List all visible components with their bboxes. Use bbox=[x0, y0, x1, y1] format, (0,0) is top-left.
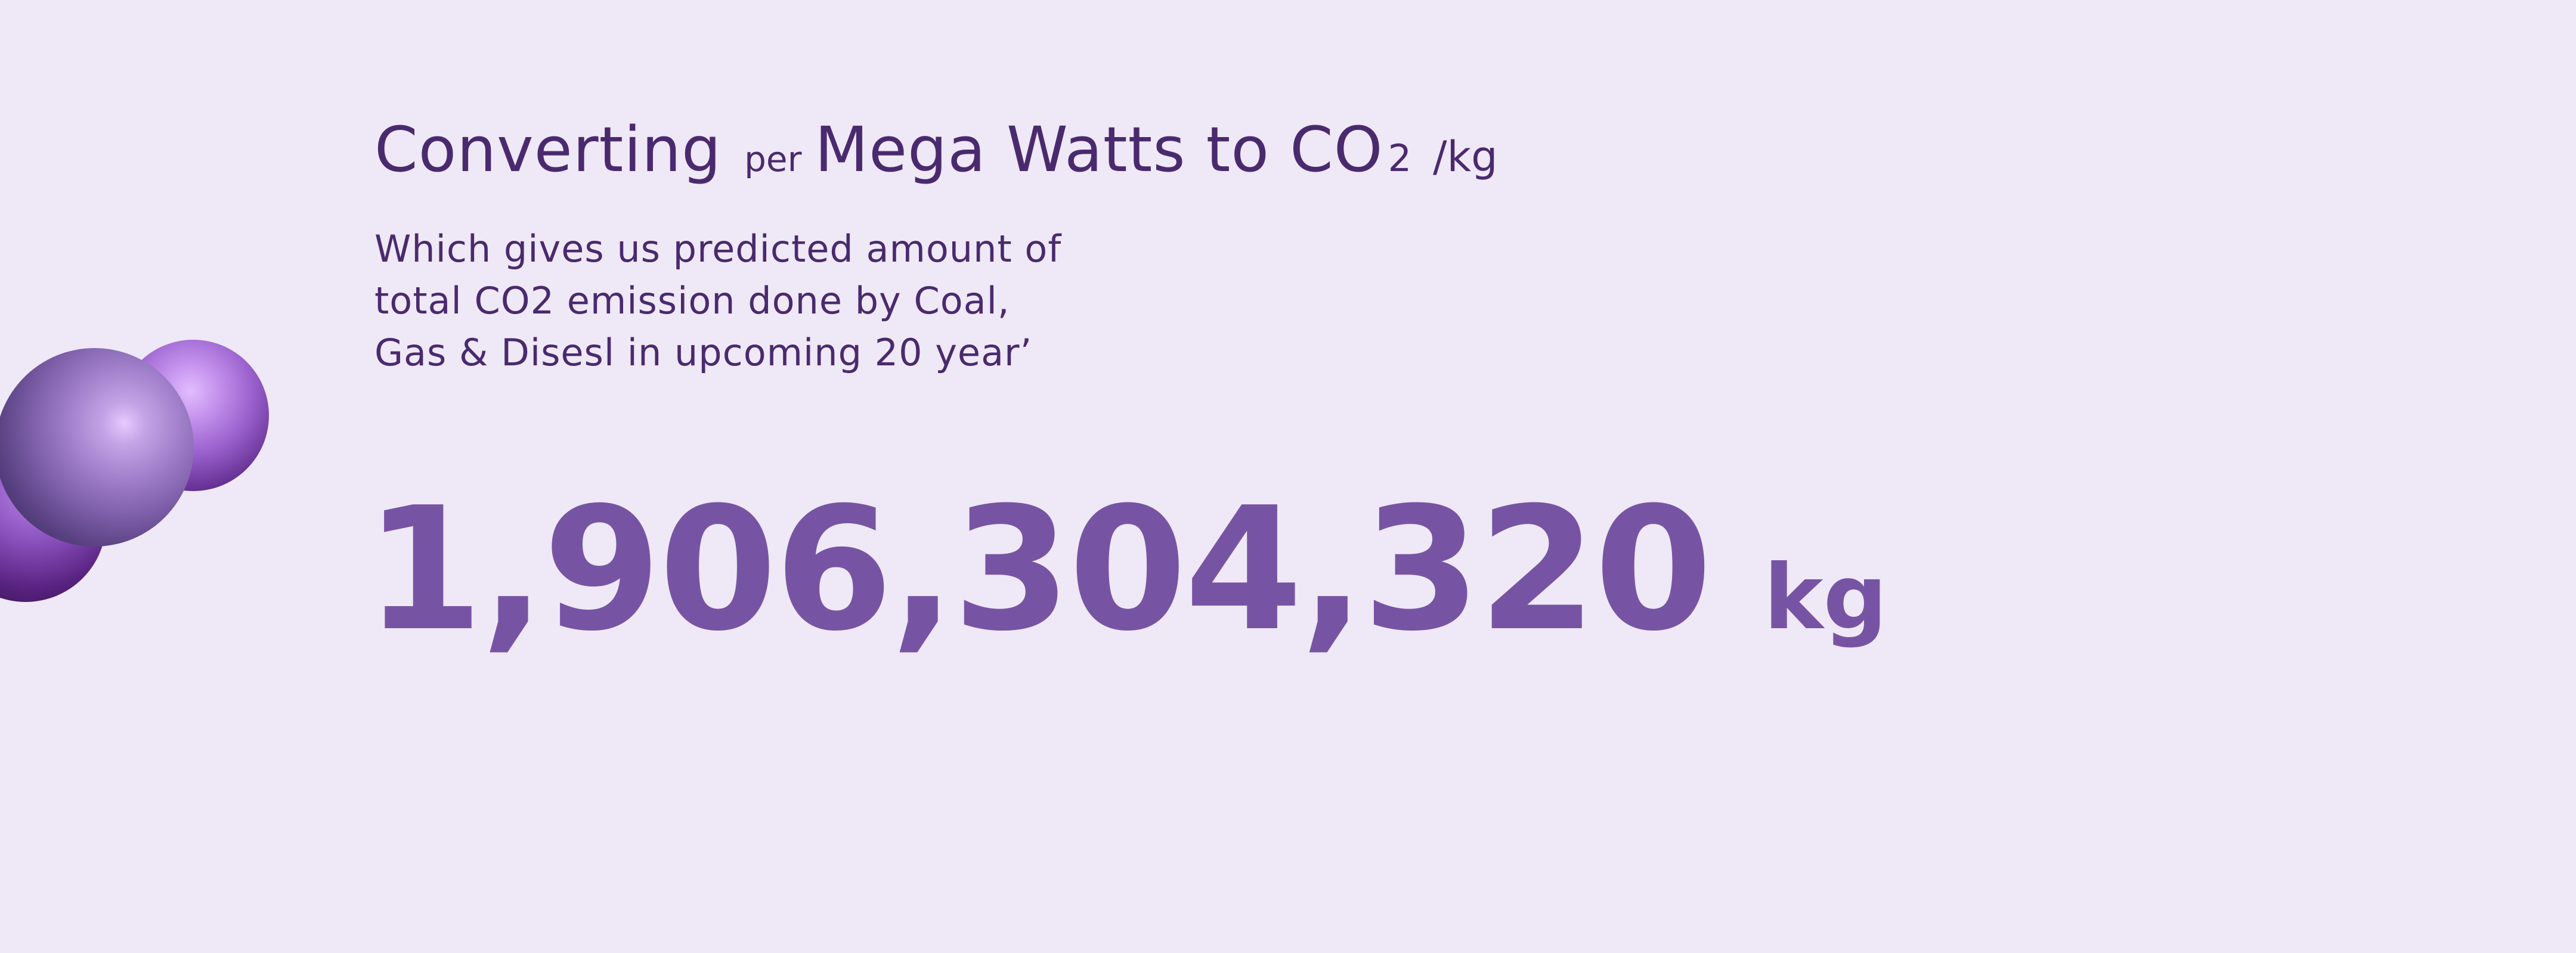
description-line: Which gives us predicted amount of bbox=[374, 227, 1062, 271]
decorative-spheres bbox=[0, 0, 310, 656]
title-unit: /kg bbox=[1433, 132, 1498, 181]
page-title: Converting per Mega Watts to CO 2 /kg bbox=[374, 113, 1498, 191]
sphere-front bbox=[0, 348, 194, 547]
title-subscript: 2 bbox=[1388, 136, 1412, 180]
title-per: per bbox=[744, 139, 802, 179]
title-converting: Converting bbox=[374, 113, 722, 186]
description-line: Gas & Disesl in upcoming 20 year’ bbox=[374, 331, 1033, 374]
result-unit: kg bbox=[1763, 546, 1887, 650]
description: Which gives us predicted amount of total… bbox=[374, 223, 1126, 378]
description-line: total CO2 emission done by Coal, bbox=[374, 279, 1010, 322]
title-mega-watts-to-co: Mega Watts to CO bbox=[815, 113, 1383, 186]
result-value: 1,906,304,320 bbox=[365, 471, 1713, 669]
result: 1,906,304,320 kg bbox=[365, 471, 1887, 669]
